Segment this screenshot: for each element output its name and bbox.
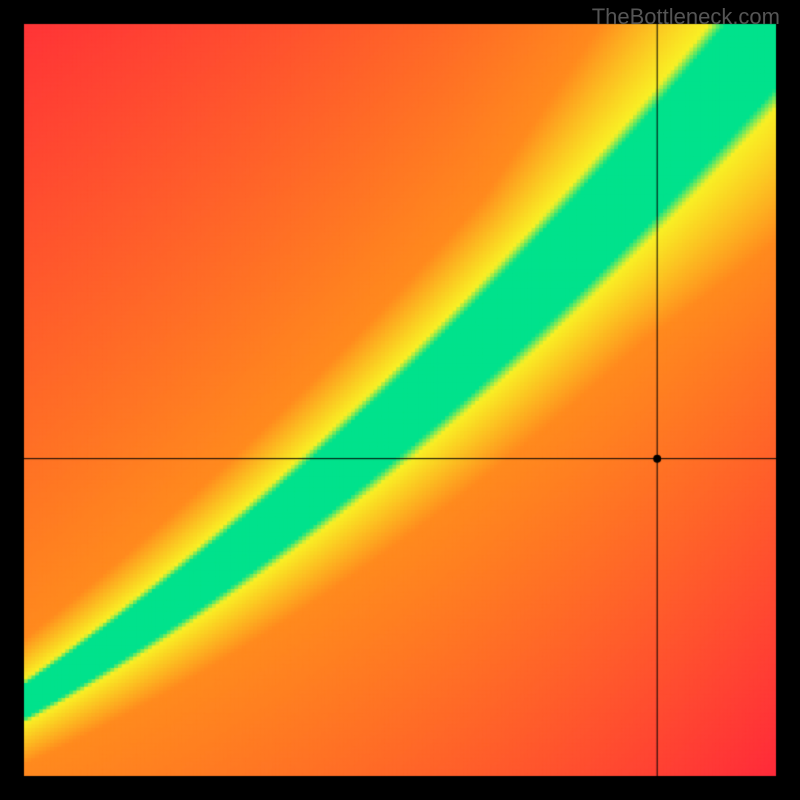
bottleneck-heatmap — [0, 0, 800, 800]
watermark-text: TheBottleneck.com — [592, 4, 780, 30]
chart-container: TheBottleneck.com — [0, 0, 800, 800]
